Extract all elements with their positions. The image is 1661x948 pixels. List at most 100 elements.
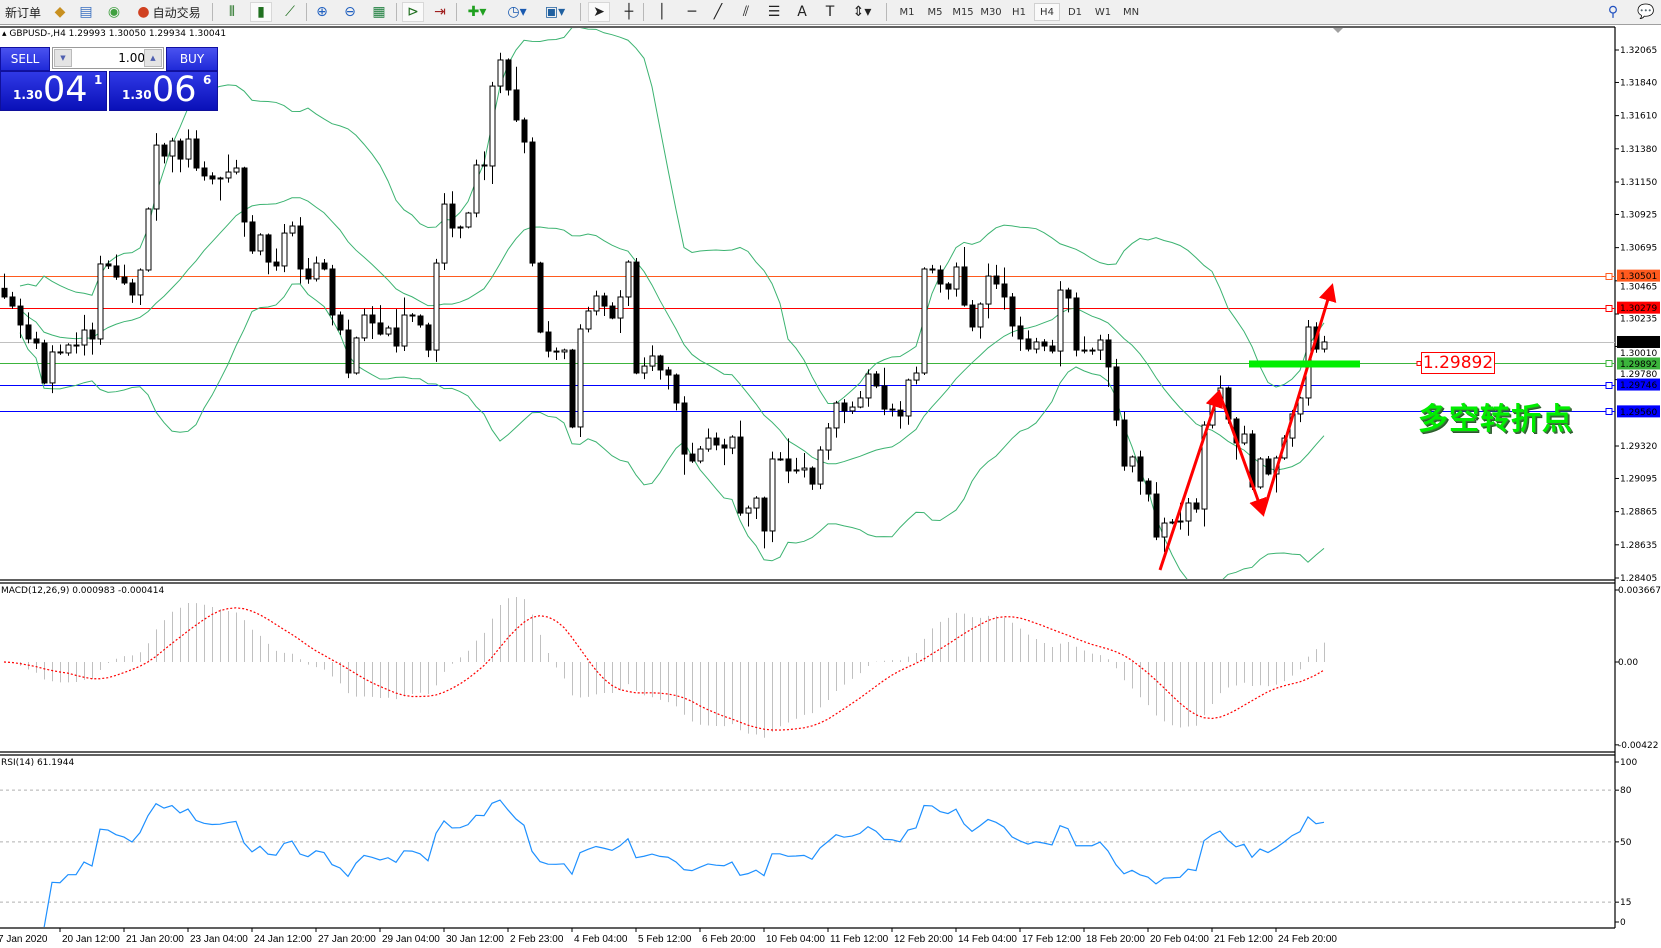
bearish-candle <box>161 144 168 157</box>
chart-info: ▴ GBPUSD-,H4 1.29993 1.30050 1.29934 1.3… <box>2 29 226 39</box>
bearish-candle <box>633 261 640 374</box>
chevron-down-icon: ▼ <box>60 54 66 62</box>
signals-button[interactable]: ◉ <box>104 2 124 22</box>
arrows-button[interactable]: ⇕▾ <box>846 2 878 22</box>
indicators-button[interactable]: ✚▾ <box>462 2 492 22</box>
fibonacci-icon: ☰ <box>767 4 781 20</box>
indicators-icon: ✚▾ <box>467 4 487 20</box>
horizontal-line-button[interactable]: ─ <box>682 2 702 22</box>
zoom-out-button[interactable]: ⊖ <box>340 2 360 22</box>
bullish-candle <box>489 85 496 167</box>
bearish-candle <box>681 402 688 455</box>
auto-scroll-icon: ⊳ <box>407 4 419 20</box>
bearish-candle <box>41 342 48 384</box>
bearish-candle <box>505 59 512 91</box>
bullish-candle <box>745 507 752 514</box>
candlestick-button[interactable]: ▮ <box>250 2 272 22</box>
bullish-candle <box>473 164 480 214</box>
bullish-candle <box>1321 341 1328 350</box>
equidistant-channel-icon: ⫽ <box>742 4 750 20</box>
annotations[interactable] <box>1158 283 1422 571</box>
timeframe-w1[interactable]: W1 <box>1094 6 1112 18</box>
zoom-in-button[interactable]: ⊕ <box>312 2 332 22</box>
chat-icon: 💬 <box>1637 4 1655 20</box>
cursor-icon: ➤ <box>593 4 605 20</box>
lot-size-input[interactable] <box>73 49 147 67</box>
zoom-in-icon: ⊕ <box>316 4 328 20</box>
bearish-candle <box>1113 366 1120 421</box>
bearish-candle <box>337 314 344 331</box>
bullish-candle <box>497 59 504 87</box>
fibonacci-button[interactable]: ☰ <box>764 2 784 22</box>
turning-point-text[interactable]: 多空转折点 <box>1418 402 1573 437</box>
price-tick-label: 1.31610 <box>1620 112 1657 122</box>
chat-button[interactable]: 💬 <box>1634 2 1658 22</box>
time-tick-label: 4 Feb 04:00 <box>574 934 628 945</box>
bullish-candle <box>145 208 152 271</box>
collapse-triangle-icon[interactable]: ▴ <box>2 29 10 39</box>
tile-windows-button[interactable]: ▦ <box>369 2 389 22</box>
profiles-button[interactable]: ▤ <box>76 2 96 22</box>
chart-shift-button[interactable]: ⇥ <box>430 2 450 22</box>
line-chart-button[interactable]: ⟋ <box>280 2 300 22</box>
templates-button[interactable]: ▣▾ <box>540 2 570 22</box>
bullish-candle <box>1089 349 1096 352</box>
new-order-button[interactable]: 新订单 <box>2 2 44 22</box>
equidistant-channel-button[interactable]: ⫽ <box>736 2 756 22</box>
sell-price[interactable]: 1.30 04 1 <box>0 70 107 111</box>
price-label-annotation[interactable]: 1.29892 <box>1421 352 1495 374</box>
history-center-icon: ◆ <box>54 4 66 20</box>
buy-price[interactable]: 1.30 06 6 <box>109 70 218 111</box>
toolbar-separator <box>456 3 457 21</box>
bearish-candle <box>33 338 40 344</box>
timeframe-m1[interactable]: M1 <box>899 6 915 18</box>
bearish-candle <box>713 437 720 446</box>
bearish-candle <box>1193 502 1200 510</box>
bearish-candle <box>209 175 216 180</box>
templates-icon: ▣▾ <box>544 4 566 20</box>
history-center-button[interactable]: ◆ <box>50 2 70 22</box>
buy-button[interactable]: BUY <box>166 47 218 71</box>
bullish-candle <box>1185 502 1192 522</box>
text-label-button[interactable]: T <box>820 2 840 22</box>
bearish-candle <box>929 268 936 271</box>
price-line-label-bg <box>1617 301 1660 314</box>
bullish-candle <box>825 427 832 451</box>
toolbar: 新订单 ◆ ▤ ◉ ● 自动交易 ⫴ ▮ ⟋ ⊕ ⊖ ▦ ⊳ ⇥ ✚▾ ◷▾ ▣▾… <box>0 0 1661 25</box>
macd-label: MACD(12,26,9) 0.000983 -0.000414 <box>1 586 165 596</box>
cursor-button[interactable]: ➤ <box>588 2 610 22</box>
timeframe-mn[interactable]: MN <box>1122 6 1140 18</box>
bearish-candle <box>897 409 904 417</box>
sell-button[interactable]: SELL <box>0 47 50 71</box>
time-tick-label: 21 Feb 12:00 <box>1214 934 1273 945</box>
price-tick-label: 1.30010 <box>1620 349 1657 359</box>
text-button[interactable]: A <box>792 2 812 22</box>
lot-size-stepper: ▼ ▲ <box>52 47 164 69</box>
bearish-candle <box>25 324 32 340</box>
timeframe-m15[interactable]: M15 <box>952 6 974 18</box>
chevron-up-icon: ▲ <box>150 54 156 62</box>
timeframe-h4[interactable]: H4 <box>1034 3 1060 21</box>
bearish-candle <box>657 355 664 371</box>
search-button[interactable]: ⚲ <box>1603 2 1623 22</box>
bar-chart-button[interactable]: ⫴ <box>222 2 242 22</box>
periods-button[interactable]: ◷▾ <box>502 2 532 22</box>
lot-decrease-button[interactable]: ▼ <box>54 49 72 67</box>
auto-scroll-button[interactable]: ⊳ <box>402 2 424 22</box>
trendline-button[interactable]: ╱ <box>708 2 728 22</box>
timeframe-d1[interactable]: D1 <box>1067 6 1083 18</box>
time-tick-label: 21 Jan 20:00 <box>126 934 184 945</box>
vertical-line-button[interactable]: │ <box>652 2 672 22</box>
crosshair-button[interactable]: ┼ <box>618 2 640 22</box>
timeframe-m30[interactable]: M30 <box>980 6 1002 18</box>
auto-trading-button[interactable]: ● 自动交易 <box>132 2 206 22</box>
lot-increase-button[interactable]: ▲ <box>144 49 162 67</box>
time-tick-label: 24 Jan 12:00 <box>254 934 312 945</box>
timeframe-h1[interactable]: H1 <box>1012 6 1026 18</box>
timeframe-m5[interactable]: M5 <box>927 6 943 18</box>
bollinger-middle-band <box>19 197 1325 471</box>
arrows-icon: ⇕▾ <box>852 4 872 20</box>
trendline-icon: ╱ <box>713 4 723 20</box>
bullish-candle <box>585 310 592 330</box>
